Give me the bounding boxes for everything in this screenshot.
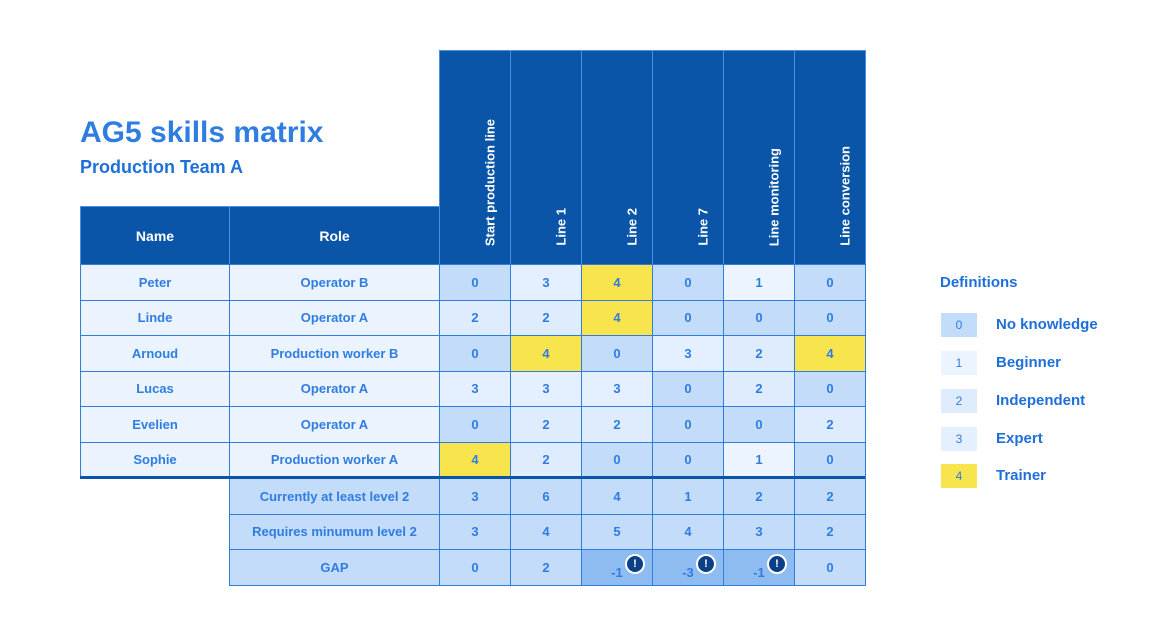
summary-value: 3 [439,513,511,550]
legend-swatch: 0 [941,313,977,337]
summary-value: 2 [794,478,866,515]
employee-name: Arnoud [80,335,230,372]
summary-label: Currently at least level 2 [229,478,440,515]
employee-name: Linde [80,299,230,336]
skill-level-cell: 2 [723,370,795,407]
summary-value: 2 [723,478,795,515]
summary-value: 1 [652,478,724,515]
summary-value: 3 [439,478,511,515]
employee-role: Operator B [229,264,440,301]
header-skill-label: Line 2 [624,208,640,246]
legend-swatch: 2 [941,389,977,413]
header-skill: Line 2 [581,50,653,265]
skill-level-cell: 4 [581,264,653,301]
skill-level-cell: 0 [439,406,511,443]
skill-level-cell: 0 [723,299,795,336]
skill-level-cell: 3 [581,370,653,407]
legend-label: No knowledge [996,316,1098,333]
employee-role: Production worker A [229,441,440,478]
skill-level-cell: 2 [581,406,653,443]
skill-level-cell: 0 [794,299,866,336]
header-skill-label: Line conversion [837,146,853,246]
skill-level-cell: 4 [794,335,866,372]
legend-swatch: 4 [941,464,977,488]
employee-role: Operator A [229,299,440,336]
skill-level-cell: 0 [794,370,866,407]
summary-value: 4 [581,478,653,515]
skill-level-cell: 0 [723,406,795,443]
skill-level-cell: 2 [510,299,582,336]
summary-value: 5 [581,513,653,550]
header-skill: Line conversion [794,50,866,265]
employee-role: Operator A [229,370,440,407]
skill-level-cell: 0 [581,335,653,372]
summary-value: 0 [794,549,866,586]
summary-value: 4 [652,513,724,550]
header-skill-label: Start production line [482,118,498,246]
summary-value: 6 [510,478,582,515]
header-skill: Line 7 [652,50,724,265]
skill-level-cell: 3 [439,370,511,407]
legend-label: Independent [996,392,1086,409]
skill-level-cell: 4 [510,335,582,372]
skill-level-cell: 1 [723,264,795,301]
employee-name: Lucas [80,370,230,407]
legend-swatch: 3 [941,427,977,451]
skill-level-cell: 0 [652,299,724,336]
skill-level-cell: 3 [510,370,582,407]
header-skill: Line 1 [510,50,582,265]
skill-level-cell: 3 [510,264,582,301]
header-skill-label: Line 1 [553,208,569,246]
skill-level-cell: 0 [652,264,724,301]
definitions-title: Definitions [940,274,1018,291]
skill-level-cell: 2 [510,441,582,478]
summary-label: GAP [229,549,440,586]
legend-label: Beginner [996,354,1062,371]
header-skill: Start production line [439,50,511,265]
summary-value: 2 [510,549,582,586]
summary-value: 3 [723,513,795,550]
page-subtitle: Production Team A [80,157,244,177]
employee-name: Peter [80,264,230,301]
header-skill-label: Line 7 [695,208,711,246]
header-role: Role [229,206,440,265]
skill-level-cell: 0 [581,441,653,478]
gap-alert-icon: ! [698,556,714,572]
skill-level-cell: 2 [439,299,511,336]
skill-level-cell: 0 [794,264,866,301]
skill-level-cell: 2 [510,406,582,443]
skill-level-cell: 4 [439,441,511,478]
legend-label: Expert [996,430,1043,447]
skill-level-cell: 0 [439,335,511,372]
header-skill: Line monitoring [723,50,795,265]
summary-divider [80,476,865,479]
skill-level-cell: 0 [652,370,724,407]
summary-label: Requires minumum level 2 [229,513,440,550]
gap-alert-icon: ! [769,556,785,572]
summary-value: 2 [794,513,866,550]
page-title: AG5 skills matrix [80,116,324,149]
summary-value: 4 [510,513,582,550]
header-skill-label: Line monitoring [766,147,782,246]
skill-level-cell: 2 [794,406,866,443]
gap-alert-icon: ! [627,556,643,572]
skill-level-cell: 0 [439,264,511,301]
skill-level-cell: 3 [652,335,724,372]
summary-value: 0 [439,549,511,586]
skill-level-cell: 0 [652,406,724,443]
legend-label: Trainer [996,467,1047,484]
employee-role: Production worker B [229,335,440,372]
employee-name: Sophie [80,441,230,478]
employee-name: Evelien [80,406,230,443]
skill-level-cell: 1 [723,441,795,478]
skill-level-cell: 0 [794,441,866,478]
employee-role: Operator A [229,406,440,443]
skill-level-cell: 4 [581,299,653,336]
skill-level-cell: 0 [652,441,724,478]
legend-swatch: 1 [941,351,977,375]
summary-value: -1 [581,549,653,586]
header-name: Name [80,206,230,265]
skill-level-cell: 2 [723,335,795,372]
